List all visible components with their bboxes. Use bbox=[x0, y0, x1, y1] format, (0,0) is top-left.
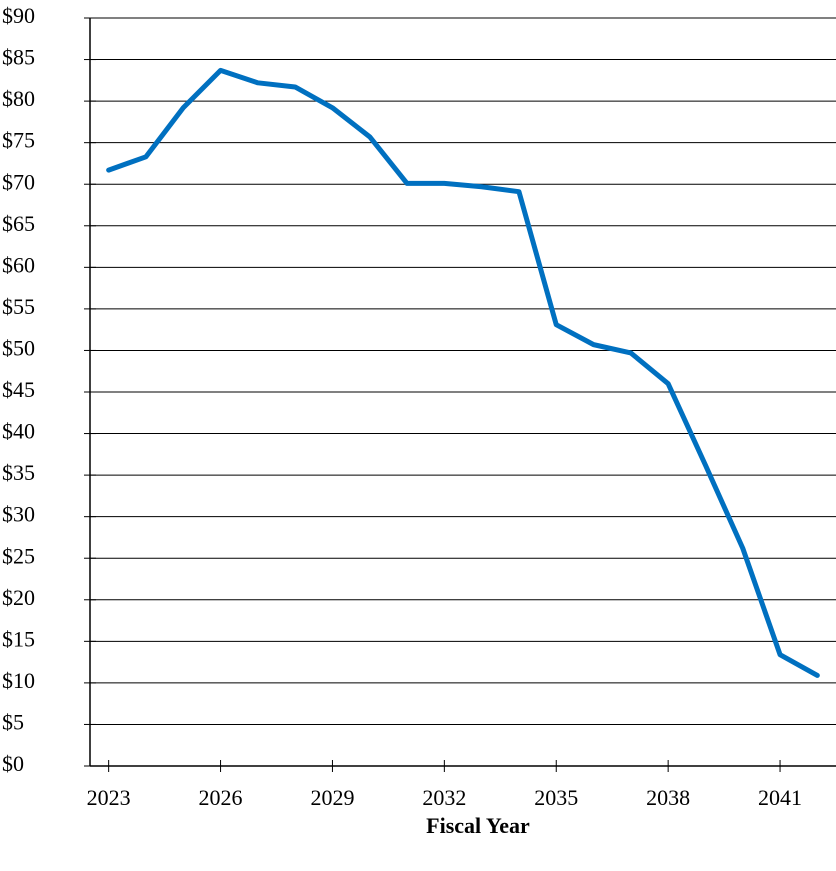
y-tick-label: $30 bbox=[2, 502, 35, 527]
y-tick-label: $90 bbox=[2, 3, 35, 28]
y-tick-label: $65 bbox=[2, 211, 35, 236]
x-tick-label: 2029 bbox=[310, 785, 354, 810]
y-tick-label: $15 bbox=[2, 626, 35, 651]
y-tick-label: $80 bbox=[2, 86, 35, 111]
y-tick-label: $50 bbox=[2, 335, 35, 360]
x-axis-label: Fiscal Year bbox=[426, 813, 530, 838]
y-tick-label: $20 bbox=[2, 585, 35, 610]
x-tick-label: 2041 bbox=[758, 785, 802, 810]
x-tick-label: 2023 bbox=[87, 785, 131, 810]
y-tick-label: $75 bbox=[2, 128, 35, 153]
y-tick-label: $0 bbox=[2, 751, 24, 776]
y-tick-label: $25 bbox=[2, 543, 35, 568]
y-tick-label: $55 bbox=[2, 294, 35, 319]
x-tick-label: 2038 bbox=[646, 785, 690, 810]
y-tick-label: $45 bbox=[2, 377, 35, 402]
data-line bbox=[106, 67, 820, 678]
y-tick-label: $5 bbox=[2, 709, 24, 734]
y-tick-label: $10 bbox=[2, 668, 35, 693]
y-tick-label: $70 bbox=[2, 169, 35, 194]
y-tick-label: $60 bbox=[2, 252, 35, 277]
x-tick-label: 2032 bbox=[422, 785, 466, 810]
x-tick-label: 2026 bbox=[199, 785, 243, 810]
y-tick-label: $35 bbox=[2, 460, 35, 485]
x-tick-label: 2035 bbox=[534, 785, 578, 810]
y-tick-label: $85 bbox=[2, 45, 35, 70]
y-tick-label: $40 bbox=[2, 419, 35, 444]
